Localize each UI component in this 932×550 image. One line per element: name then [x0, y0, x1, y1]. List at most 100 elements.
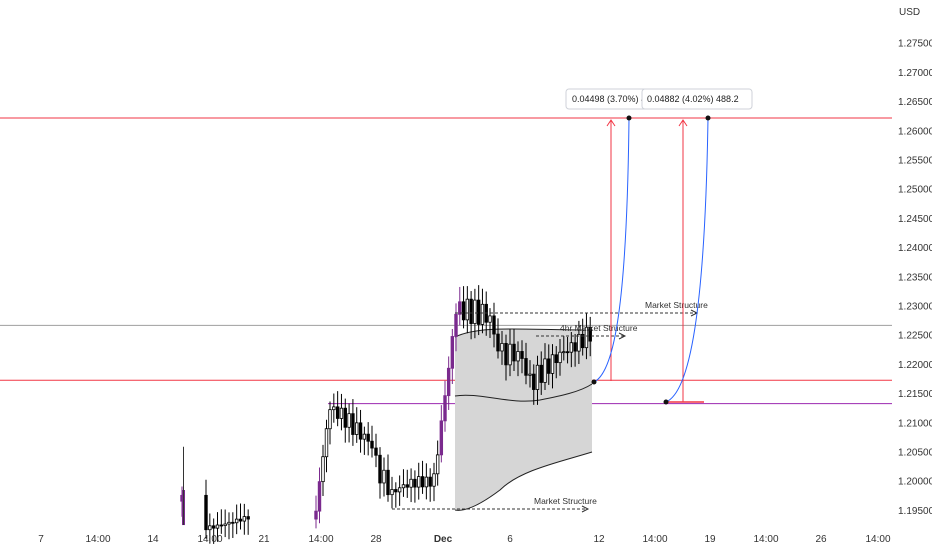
horizontal-levels [0, 117, 892, 405]
price-axis[interactable]: USD 1.27500 1.27000 1.26500 1.26000 1.25500 1… [898, 7, 932, 517]
candle [454, 303, 458, 352]
candle [417, 462, 421, 500]
candle-body [480, 303, 485, 325]
candle [324, 419, 329, 473]
projection-2-end-point [705, 115, 711, 121]
candle-body [409, 478, 413, 488]
candle [211, 518, 216, 544]
candle-body [500, 342, 504, 352]
currency-label: USD [899, 7, 920, 18]
candle-body [446, 367, 451, 397]
candle [580, 318, 585, 356]
candle-body [204, 494, 208, 531]
candle [577, 320, 581, 364]
candle-body [547, 358, 551, 374]
candle [321, 444, 325, 496]
candle [508, 329, 512, 377]
candle [492, 302, 496, 348]
price-tick-label: 1.25000 [898, 185, 932, 196]
candle [390, 476, 394, 509]
candle-body [580, 334, 585, 349]
candle-body [424, 476, 429, 488]
candle-body [435, 454, 440, 475]
candle [562, 335, 566, 361]
candle [428, 468, 432, 502]
price-tick-label: 1.22500 [898, 331, 932, 342]
candle-body [397, 487, 402, 493]
candle-body [347, 413, 351, 428]
candle-body [588, 326, 592, 342]
candle-body [532, 373, 536, 390]
candle-body [520, 351, 524, 359]
market-structure-mid-label: 4hr Market Structure [560, 323, 638, 333]
candle-body [584, 326, 589, 349]
candle [554, 346, 558, 379]
candle [343, 398, 347, 443]
projection-1-start-point [591, 379, 597, 385]
candle [547, 344, 551, 385]
candle-body [488, 315, 492, 323]
candle [362, 426, 367, 455]
candle [382, 457, 386, 497]
time-tick-label: 28 [370, 534, 382, 545]
market-structure-top-label: Market Structure [645, 300, 708, 310]
candle-body [215, 524, 220, 529]
candle-body [450, 336, 455, 369]
candle-body [332, 406, 336, 411]
candle-body [458, 301, 462, 315]
candle-body [516, 351, 520, 362]
candle-body [504, 342, 508, 366]
price-tick-label: 1.24500 [898, 214, 932, 225]
time-tick-label: 14:00 [865, 534, 890, 545]
time-tick-label: 19 [704, 534, 716, 545]
candle [351, 399, 355, 446]
projection-1-tooltip-label: 0.04498 (3.70%) 449 [572, 94, 656, 104]
candle [446, 356, 451, 410]
market-structure-mid-arrow [618, 332, 627, 340]
candle [234, 504, 239, 535]
candle-body [335, 406, 340, 419]
candle [465, 286, 470, 334]
candle [543, 343, 547, 391]
price-tick-label: 1.21000 [898, 418, 932, 429]
candle-body [473, 299, 477, 324]
candle-body [246, 516, 250, 520]
candle [405, 469, 409, 498]
time-tick-label: 14:00 [753, 534, 778, 545]
candle-body [573, 342, 577, 352]
candle-body [370, 440, 374, 449]
candle [473, 288, 477, 339]
candle [358, 409, 363, 453]
candle-body [508, 343, 512, 366]
candle [394, 482, 398, 508]
candle-body [343, 407, 347, 428]
candle [480, 288, 485, 334]
candle-body [219, 524, 224, 527]
candle [512, 328, 516, 371]
projection-1-curve [593, 117, 630, 383]
candle-body [355, 422, 359, 435]
candle [328, 401, 332, 445]
candle [569, 332, 574, 368]
candle-body [211, 525, 216, 529]
time-tick-label: 6 [507, 534, 513, 545]
market-structure-bottom-label: Market Structure [534, 496, 597, 506]
time-tick-label: 21 [258, 534, 270, 545]
price-tick-label: 1.22000 [898, 360, 932, 371]
candle-body [528, 373, 532, 376]
candle [504, 334, 508, 381]
candle-body [550, 354, 555, 374]
candle-body [554, 354, 558, 364]
candle-body [443, 395, 447, 422]
candle-body [223, 523, 227, 526]
candle [476, 285, 481, 336]
time-axis[interactable]: 7 14:00 14 14:00 21 14:00 28 Dec 6 12 14:00 19 14:00… [38, 534, 891, 545]
candle [219, 509, 224, 534]
price-tick-label: 1.23500 [898, 272, 932, 283]
candle-body [535, 364, 540, 390]
candle-body [432, 473, 436, 487]
candle-body [558, 351, 562, 364]
candle [516, 341, 520, 377]
drawing-annotations: Market Structure 4hr Market Structure Mark… [392, 88, 753, 513]
